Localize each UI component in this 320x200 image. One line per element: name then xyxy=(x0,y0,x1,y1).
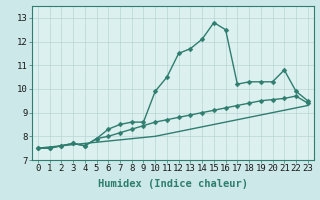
X-axis label: Humidex (Indice chaleur): Humidex (Indice chaleur) xyxy=(98,179,248,189)
